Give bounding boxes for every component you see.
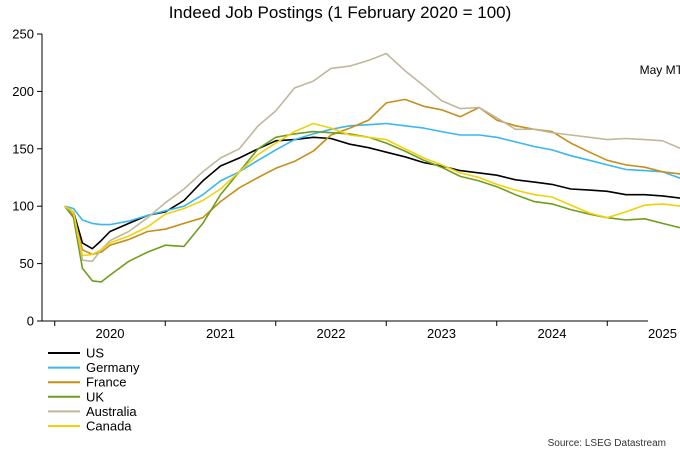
series-line-germany (64, 122, 680, 226)
y-tick-label: 150 (12, 141, 34, 156)
y-axis: 0 50 100 150 200 250 (12, 27, 42, 329)
series-line-uk (64, 130, 680, 283)
series-line-france (64, 98, 680, 256)
series-layer (64, 52, 680, 283)
y-tick-label: 250 (12, 27, 34, 42)
series-line-australia (64, 52, 680, 263)
legend-label: Canada (86, 419, 132, 434)
x-tick-label: 2021 (206, 326, 235, 341)
legend-label: US (86, 346, 104, 361)
x-axis: 2020 2021 2022 2023 2024 2025 (54, 321, 677, 341)
legend-label: France (86, 375, 126, 390)
y-tick-label: 200 (12, 84, 34, 99)
x-tick-label: 2022 (317, 326, 346, 341)
series-line-canada (64, 122, 680, 257)
x-tick-label: 2024 (538, 326, 567, 341)
plot-frame (41, 34, 648, 322)
legend-label: Australia (86, 404, 137, 419)
x-tick-label: 2020 (96, 326, 125, 341)
y-tick-label: 0 (27, 314, 34, 329)
y-tick-label: 100 (12, 199, 34, 214)
series-line-us (64, 136, 680, 250)
legend-label: Germany (86, 360, 140, 375)
y-tick-label: 50 (20, 256, 34, 271)
source-note: Source: LSEG Datastream (548, 438, 666, 449)
x-tick-label: 2023 (427, 326, 456, 341)
chart-title: Indeed Job Postings (1 February 2020 = 1… (169, 3, 512, 22)
x-tick-label: 2025 (648, 326, 677, 341)
annotation-layer: May MTD (640, 63, 680, 77)
mtd-label: May MTD (640, 63, 680, 77)
legend-label: UK (86, 389, 104, 404)
